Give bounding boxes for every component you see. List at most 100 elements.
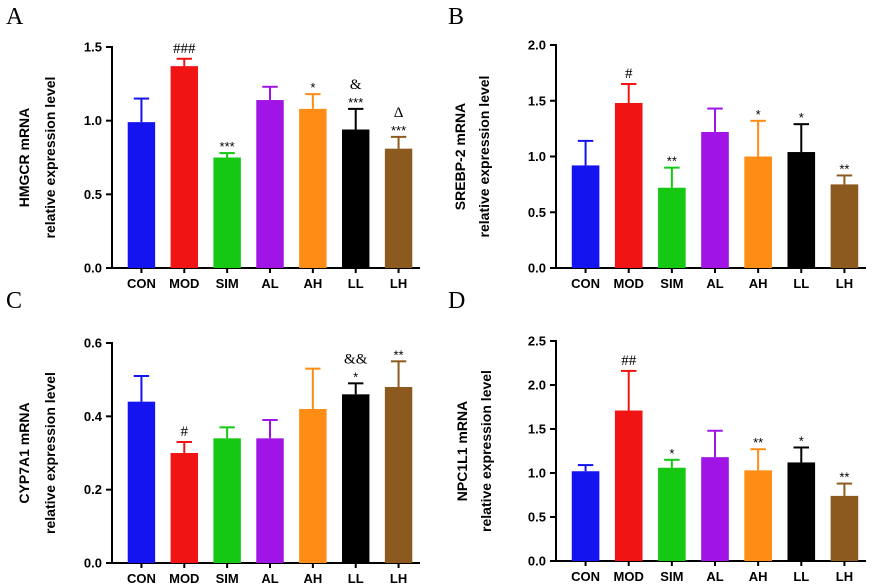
y-tick-label: 0.6 [84, 336, 102, 351]
y-tick-label: 0.5 [84, 187, 102, 202]
y-tick-label: 1.5 [528, 422, 546, 437]
significance-annotation: *** [220, 139, 235, 154]
bar-mod [170, 453, 198, 563]
x-tick-label: AL [261, 276, 278, 291]
x-tick-label: CON [127, 571, 156, 586]
y-tick-label: 0.2 [84, 482, 102, 497]
y-axis-label: relative expression level [478, 370, 494, 532]
bar-al [701, 131, 729, 268]
bar-ll [787, 152, 816, 268]
y-tick-label: 2.0 [528, 378, 546, 393]
significance-annotation: ** [839, 470, 849, 485]
panel-letter: B [448, 4, 464, 30]
y-tick-label: 0.5 [528, 205, 546, 220]
bar-lh [384, 387, 413, 563]
y-tick-label: 1.0 [528, 466, 546, 481]
bar-sim [658, 187, 686, 268]
x-tick-label: LH [390, 276, 407, 291]
bar-sim [658, 467, 686, 561]
bar-sim [213, 157, 241, 268]
significance-annotation: * [669, 446, 674, 461]
x-tick-label: AH [303, 571, 322, 586]
panel-letter: D [448, 288, 465, 314]
x-tick-label: SIM [216, 571, 239, 586]
y-axis-label: SREBP-2 mRNA [452, 103, 468, 210]
y-tick-label: 2.5 [528, 334, 546, 349]
y-axis-label: relative expression level [42, 77, 58, 239]
significance-annotation: ** [667, 154, 677, 169]
significance-annotation: ** [839, 161, 849, 176]
x-tick-label: LH [836, 276, 853, 291]
significance-annotation: ** [753, 435, 763, 450]
significance-annotation: * [756, 107, 761, 122]
bar-mod [170, 66, 198, 268]
significance-annotation: * [310, 80, 315, 95]
bar-con [571, 165, 600, 268]
bar-ah [744, 470, 772, 561]
y-axis-label: CYP7A1 mRNA [16, 402, 32, 503]
bar-al [256, 438, 284, 563]
significance-annotation: * [353, 369, 358, 384]
bar-con [127, 401, 156, 563]
y-tick-label: 0.0 [84, 556, 102, 571]
x-tick-label: MOD [614, 569, 644, 584]
y-tick-label: 1.0 [84, 113, 102, 128]
significance-annotation: Δ [394, 105, 404, 121]
significance-annotation: *** [348, 95, 363, 110]
bar-lh [830, 495, 859, 561]
x-tick-label: AL [706, 569, 723, 584]
x-tick-label: CON [571, 569, 600, 584]
y-tick-label: 0.0 [528, 554, 546, 569]
y-axis-label: relative expression level [476, 76, 492, 238]
x-tick-label: LL [793, 569, 809, 584]
panel-letter: A [6, 4, 24, 30]
significance-annotation: * [799, 433, 804, 448]
y-axis-label: NPC1L1 mRNA [454, 401, 470, 501]
y-tick-label: 1.5 [528, 93, 546, 108]
significance-annotation: ## [621, 353, 637, 369]
x-tick-label: CON [127, 276, 156, 291]
bar-sim [213, 438, 241, 563]
significance-annotation: *** [391, 123, 406, 138]
x-tick-label: MOD [169, 571, 199, 586]
x-tick-label: SIM [216, 276, 239, 291]
significance-annotation: * [799, 110, 804, 125]
bar-con [127, 122, 156, 268]
bar-mod [614, 410, 643, 561]
bar-ll [342, 394, 370, 563]
x-tick-label: LL [348, 571, 364, 586]
y-tick-label: 2.0 [528, 38, 546, 53]
y-tick-label: 0.0 [528, 261, 546, 276]
panel-b: B SREBP-2 mRNA relative expression level 0.… [448, 4, 866, 291]
bar-con [571, 471, 600, 561]
y-tick-label: 0.4 [84, 409, 103, 424]
x-tick-label: AH [749, 276, 768, 291]
x-tick-label: AL [261, 571, 278, 586]
y-tick-label: 1.0 [528, 149, 546, 164]
bar-ll [787, 462, 816, 561]
panel-a: A HMGCR mRNA relative expression level 0.0 0… [6, 4, 420, 291]
x-tick-label: SIM [660, 569, 683, 584]
y-tick-label: 0.5 [528, 510, 546, 525]
significance-annotation: & [350, 77, 362, 93]
y-tick-label: 0.0 [84, 261, 102, 276]
x-tick-label: MOD [614, 276, 644, 291]
significance-annotation: ** [394, 347, 404, 362]
x-tick-label: LL [348, 276, 364, 291]
x-tick-label: MOD [169, 276, 199, 291]
x-tick-label: AL [706, 276, 723, 291]
x-tick-label: LH [390, 571, 407, 586]
significance-annotation: # [181, 424, 189, 440]
bar-ah [299, 108, 327, 268]
bar-lh [830, 184, 859, 268]
panel-d: D NPC1L1 mRNA relative expression level 0.0… [448, 288, 866, 584]
x-tick-label: SIM [660, 276, 683, 291]
x-tick-label: LH [836, 569, 853, 584]
y-tick-label: 1.5 [84, 40, 102, 55]
bar-al [256, 100, 284, 268]
significance-annotation: ### [173, 41, 196, 57]
y-axis-label: HMGCR mRNA [16, 108, 32, 208]
significance-annotation: && [344, 351, 368, 367]
x-tick-label: AH [303, 276, 322, 291]
